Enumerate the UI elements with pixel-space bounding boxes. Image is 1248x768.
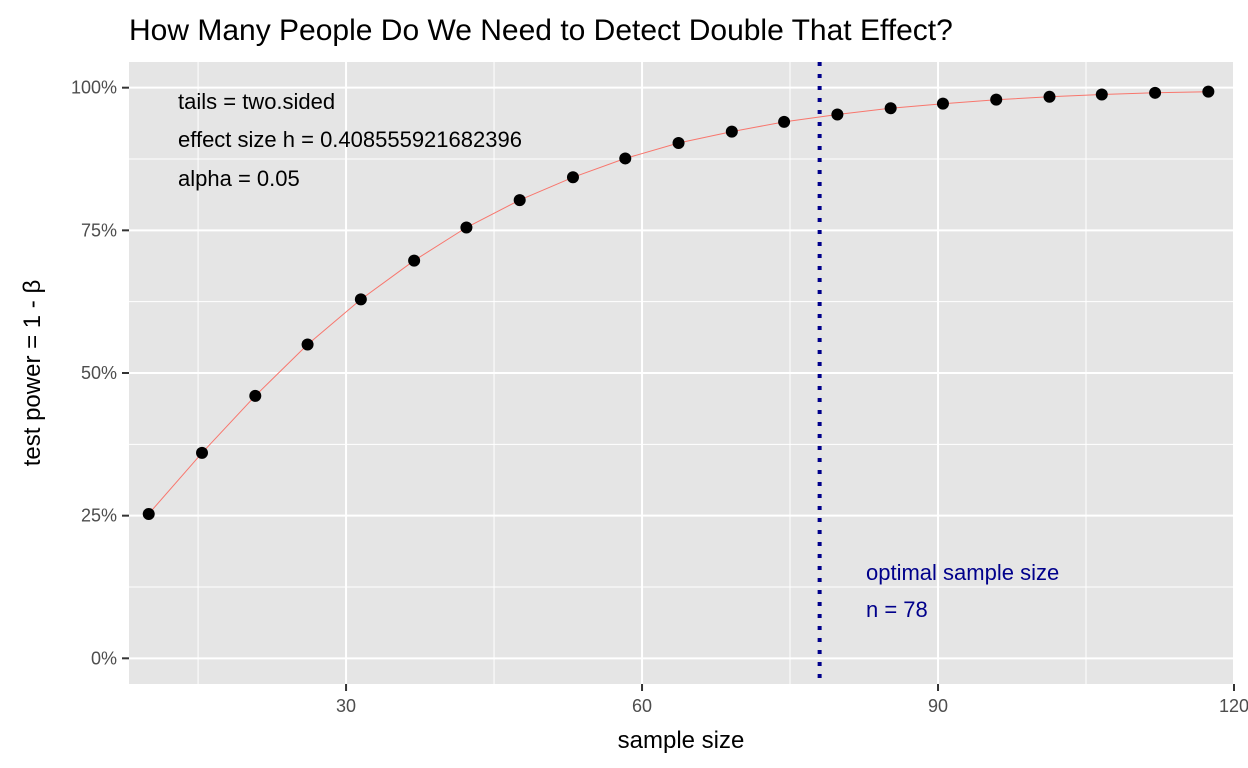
- data-point: [1202, 85, 1215, 98]
- data-point: [301, 338, 314, 351]
- data-point: [142, 507, 155, 520]
- y-tick-label: 25%: [81, 506, 117, 526]
- annotation-optimal-n: n = 78: [866, 597, 928, 622]
- x-tick-label: 90: [928, 696, 948, 716]
- major-gridlines: [129, 62, 1235, 684]
- x-tick-label: 60: [632, 696, 652, 716]
- annotation-tails: tails = two.sided: [178, 89, 335, 114]
- data-point: [831, 108, 844, 121]
- annotation-alpha: alpha = 0.05: [178, 166, 300, 191]
- power-points: [142, 85, 1215, 520]
- x-tick-label: 30: [336, 696, 356, 716]
- data-point: [619, 152, 632, 165]
- data-point: [1095, 88, 1108, 101]
- y-tick-label: 0%: [91, 648, 117, 668]
- x-tick-label: 120: [1219, 696, 1248, 716]
- y-axis: 0% 25% 50% 75% 100%: [71, 78, 129, 668]
- data-point: [725, 125, 738, 138]
- data-point: [249, 389, 262, 402]
- data-point: [884, 102, 897, 115]
- data-point: [408, 254, 421, 267]
- y-tick-label: 75%: [81, 220, 117, 240]
- y-axis-title: test power = 1 - β: [19, 280, 46, 467]
- chart-title: How Many People Do We Need to Detect Dou…: [129, 14, 953, 47]
- y-tick-label: 100%: [71, 78, 117, 98]
- data-point: [460, 221, 473, 234]
- y-tick-label: 50%: [81, 363, 117, 383]
- data-point: [778, 115, 791, 128]
- annotation-optimal-label: optimal sample size: [866, 560, 1059, 585]
- data-point: [936, 97, 949, 110]
- data-point: [513, 194, 526, 207]
- data-point: [990, 93, 1003, 106]
- data-point: [196, 446, 209, 459]
- data-point: [1149, 86, 1162, 99]
- data-point: [1043, 90, 1056, 103]
- annotation-effect-size: effect size h = 0.408555921682396: [178, 127, 522, 152]
- data-point: [672, 137, 685, 150]
- data-point: [354, 293, 367, 306]
- x-axis: 30 60 90 120: [336, 684, 1248, 716]
- x-axis-title: sample size: [618, 727, 745, 754]
- data-point: [566, 171, 579, 184]
